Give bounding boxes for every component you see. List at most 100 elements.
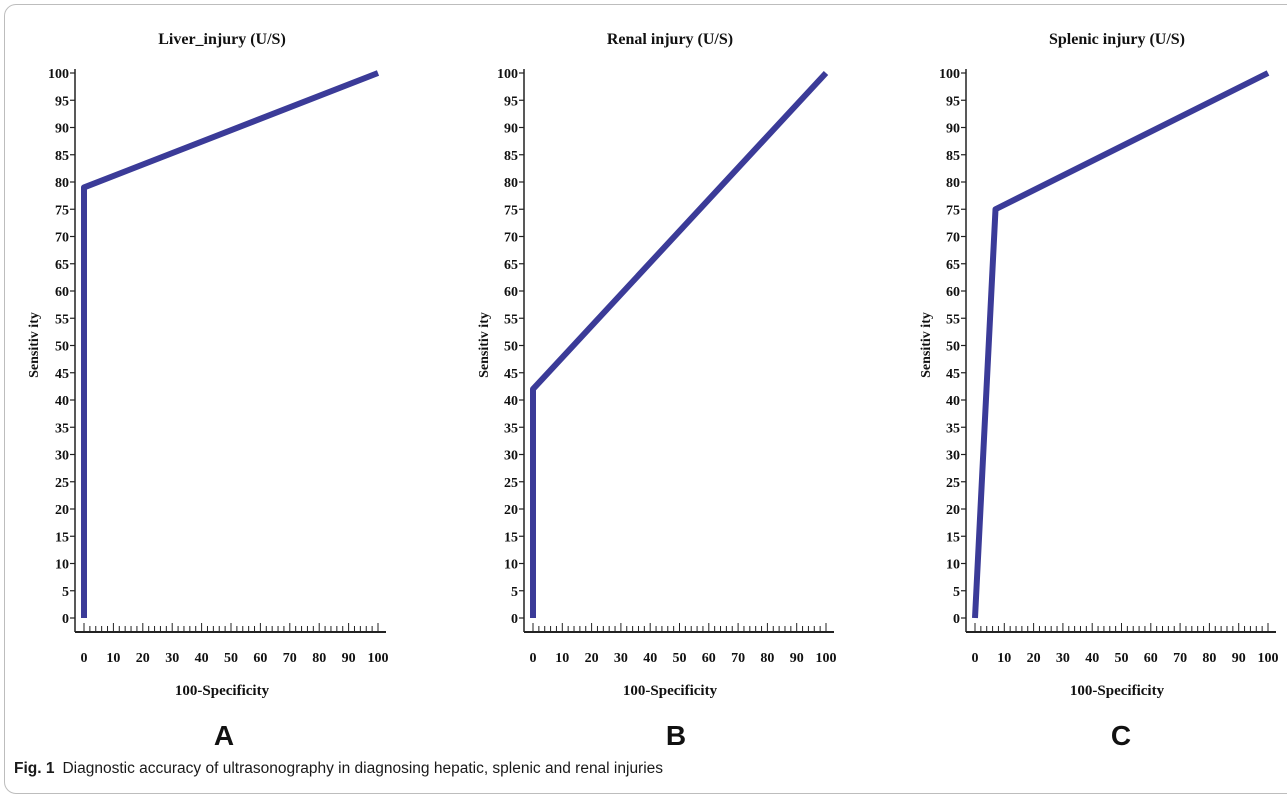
y-tick-label: 10 xyxy=(504,558,518,573)
x-tick-label: 30 xyxy=(165,651,179,666)
x-tick-label: 90 xyxy=(1232,651,1246,666)
chart-panel-b: Renal injury (U/S)0510152025303540455055… xyxy=(477,31,837,751)
y-tick-label: 95 xyxy=(504,94,518,109)
y-tick-label: 80 xyxy=(55,176,69,191)
y-tick-label: 20 xyxy=(504,503,518,518)
y-tick-label: 50 xyxy=(946,340,960,355)
figure-caption: Fig. 1 Diagnostic accuracy of ultrasonogr… xyxy=(14,760,663,778)
y-tick-label: 50 xyxy=(55,340,69,355)
y-tick-label: 30 xyxy=(55,449,69,464)
y-tick-label: 75 xyxy=(55,203,69,218)
y-tick-label: 35 xyxy=(55,421,69,436)
y-tick-label: 45 xyxy=(504,367,518,382)
y-tick-label: 100 xyxy=(497,67,518,82)
y-tick-label: 85 xyxy=(504,149,518,164)
x-tick-label: 0 xyxy=(972,651,979,666)
y-tick-label: 35 xyxy=(946,421,960,436)
y-tick-label: 90 xyxy=(504,122,518,137)
x-tick-label: 70 xyxy=(1173,651,1187,666)
chart-panel-a: Liver_injury (U/S) 0 5 10 15 20 25 30 35 40 45 50 55… xyxy=(27,31,389,751)
y-tick-label: 65 xyxy=(946,258,960,273)
y-axis-label: Sensitiv ity xyxy=(919,312,934,378)
y-tick-label: 5 xyxy=(62,585,69,600)
x-tick-label: 80 xyxy=(1202,651,1216,666)
x-tick-label: 10 xyxy=(555,651,569,666)
y-tick-label: 20 xyxy=(946,503,960,518)
y-tick-label: 70 xyxy=(946,231,960,246)
x-tick-label: 90 xyxy=(790,651,804,666)
x-tick-label: 40 xyxy=(1085,651,1099,666)
x-tick-label: 70 xyxy=(283,651,297,666)
x-tick-label: 60 xyxy=(702,651,716,666)
x-tick-label: 60 xyxy=(253,651,267,666)
y-tick-label: 55 xyxy=(946,312,960,327)
y-tick-label: 25 xyxy=(55,476,69,491)
y-tick-label: 75 xyxy=(504,203,518,218)
caption-label: Fig. 1 xyxy=(14,760,54,777)
x-tick-label: 50 xyxy=(224,651,238,666)
roc-curve-line xyxy=(533,73,826,618)
x-tick-label: 80 xyxy=(312,651,326,666)
y-tick-label: 40 xyxy=(55,394,69,409)
x-tick-label: 40 xyxy=(195,651,209,666)
y-tick-label: 70 xyxy=(55,231,69,246)
y-axis-label: Sensitiv ity xyxy=(477,312,492,378)
x-tick-label: 40 xyxy=(643,651,657,666)
y-tick-label: 20 xyxy=(55,503,69,518)
y-tick-label: 50 xyxy=(504,340,518,355)
caption-text: Diagnostic accuracy of ultrasonography i… xyxy=(62,760,663,777)
x-axis-label: 100-Specificity xyxy=(623,683,718,699)
y-tick-label: 80 xyxy=(504,176,518,191)
chart-title: Liver_injury (U/S) xyxy=(158,31,286,48)
roc-curve-line xyxy=(975,73,1268,618)
y-tick-label: 70 xyxy=(504,231,518,246)
y-tick-label: 75 xyxy=(946,203,960,218)
x-tick-label: 0 xyxy=(530,651,537,666)
y-tick-label: 15 xyxy=(946,530,960,545)
x-axis-label: 100-Specificity xyxy=(175,683,270,699)
y-tick-label: 90 xyxy=(946,122,960,137)
x-tick-label: 90 xyxy=(342,651,356,666)
y-tick-label: 80 xyxy=(946,176,960,191)
y-tick-label: 5 xyxy=(953,585,960,600)
x-tick-label: 70 xyxy=(731,651,745,666)
panel-label: C xyxy=(1111,720,1131,751)
panel-label: B xyxy=(666,720,686,751)
chart-panel-c: Splenic injury (U/S) 0 5 10 15 20 25 30 35 40 45 50… xyxy=(919,31,1279,751)
y-tick-label: 15 xyxy=(55,530,69,545)
y-tick-label: 55 xyxy=(55,312,69,327)
x-tick-label: 50 xyxy=(673,651,687,666)
x-tick-label: 30 xyxy=(1056,651,1070,666)
y-tick-label: 0 xyxy=(62,612,69,627)
y-tick-label: 65 xyxy=(504,258,518,273)
x-tick-label: 10 xyxy=(997,651,1011,666)
y-tick-label: 60 xyxy=(946,285,960,300)
y-tick-label: 65 xyxy=(55,258,69,273)
y-tick-label: 35 xyxy=(504,421,518,436)
y-tick-label: 85 xyxy=(946,149,960,164)
y-tick-label: 95 xyxy=(55,94,69,109)
x-tick-label: 20 xyxy=(1027,651,1041,666)
roc-curve-line xyxy=(84,73,378,618)
y-tick-label: 0 xyxy=(511,612,518,627)
x-tick-label: 100 xyxy=(816,651,837,666)
y-tick-label: 25 xyxy=(946,476,960,491)
y-tick-label: 10 xyxy=(55,558,69,573)
y-tick-label: 10 xyxy=(946,558,960,573)
y-tick-label: 15 xyxy=(504,530,518,545)
x-tick-label: 60 xyxy=(1144,651,1158,666)
y-tick-label: 60 xyxy=(504,285,518,300)
y-axis-label: Sensitiv ity xyxy=(27,312,42,378)
x-tick-label: 0 xyxy=(81,651,88,666)
y-tick-label: 40 xyxy=(946,394,960,409)
y-tick-label: 45 xyxy=(946,367,960,382)
y-tick-label: 100 xyxy=(48,67,69,82)
y-tick-label: 100 xyxy=(939,67,960,82)
x-tick-label: 80 xyxy=(760,651,774,666)
chart-title: Renal injury (U/S) xyxy=(607,31,733,48)
x-tick-label: 30 xyxy=(614,651,628,666)
y-tick-label: 0 xyxy=(953,612,960,627)
x-tick-label: 20 xyxy=(585,651,599,666)
chart-title: Splenic injury (U/S) xyxy=(1049,31,1185,48)
y-tick-label: 45 xyxy=(55,367,69,382)
